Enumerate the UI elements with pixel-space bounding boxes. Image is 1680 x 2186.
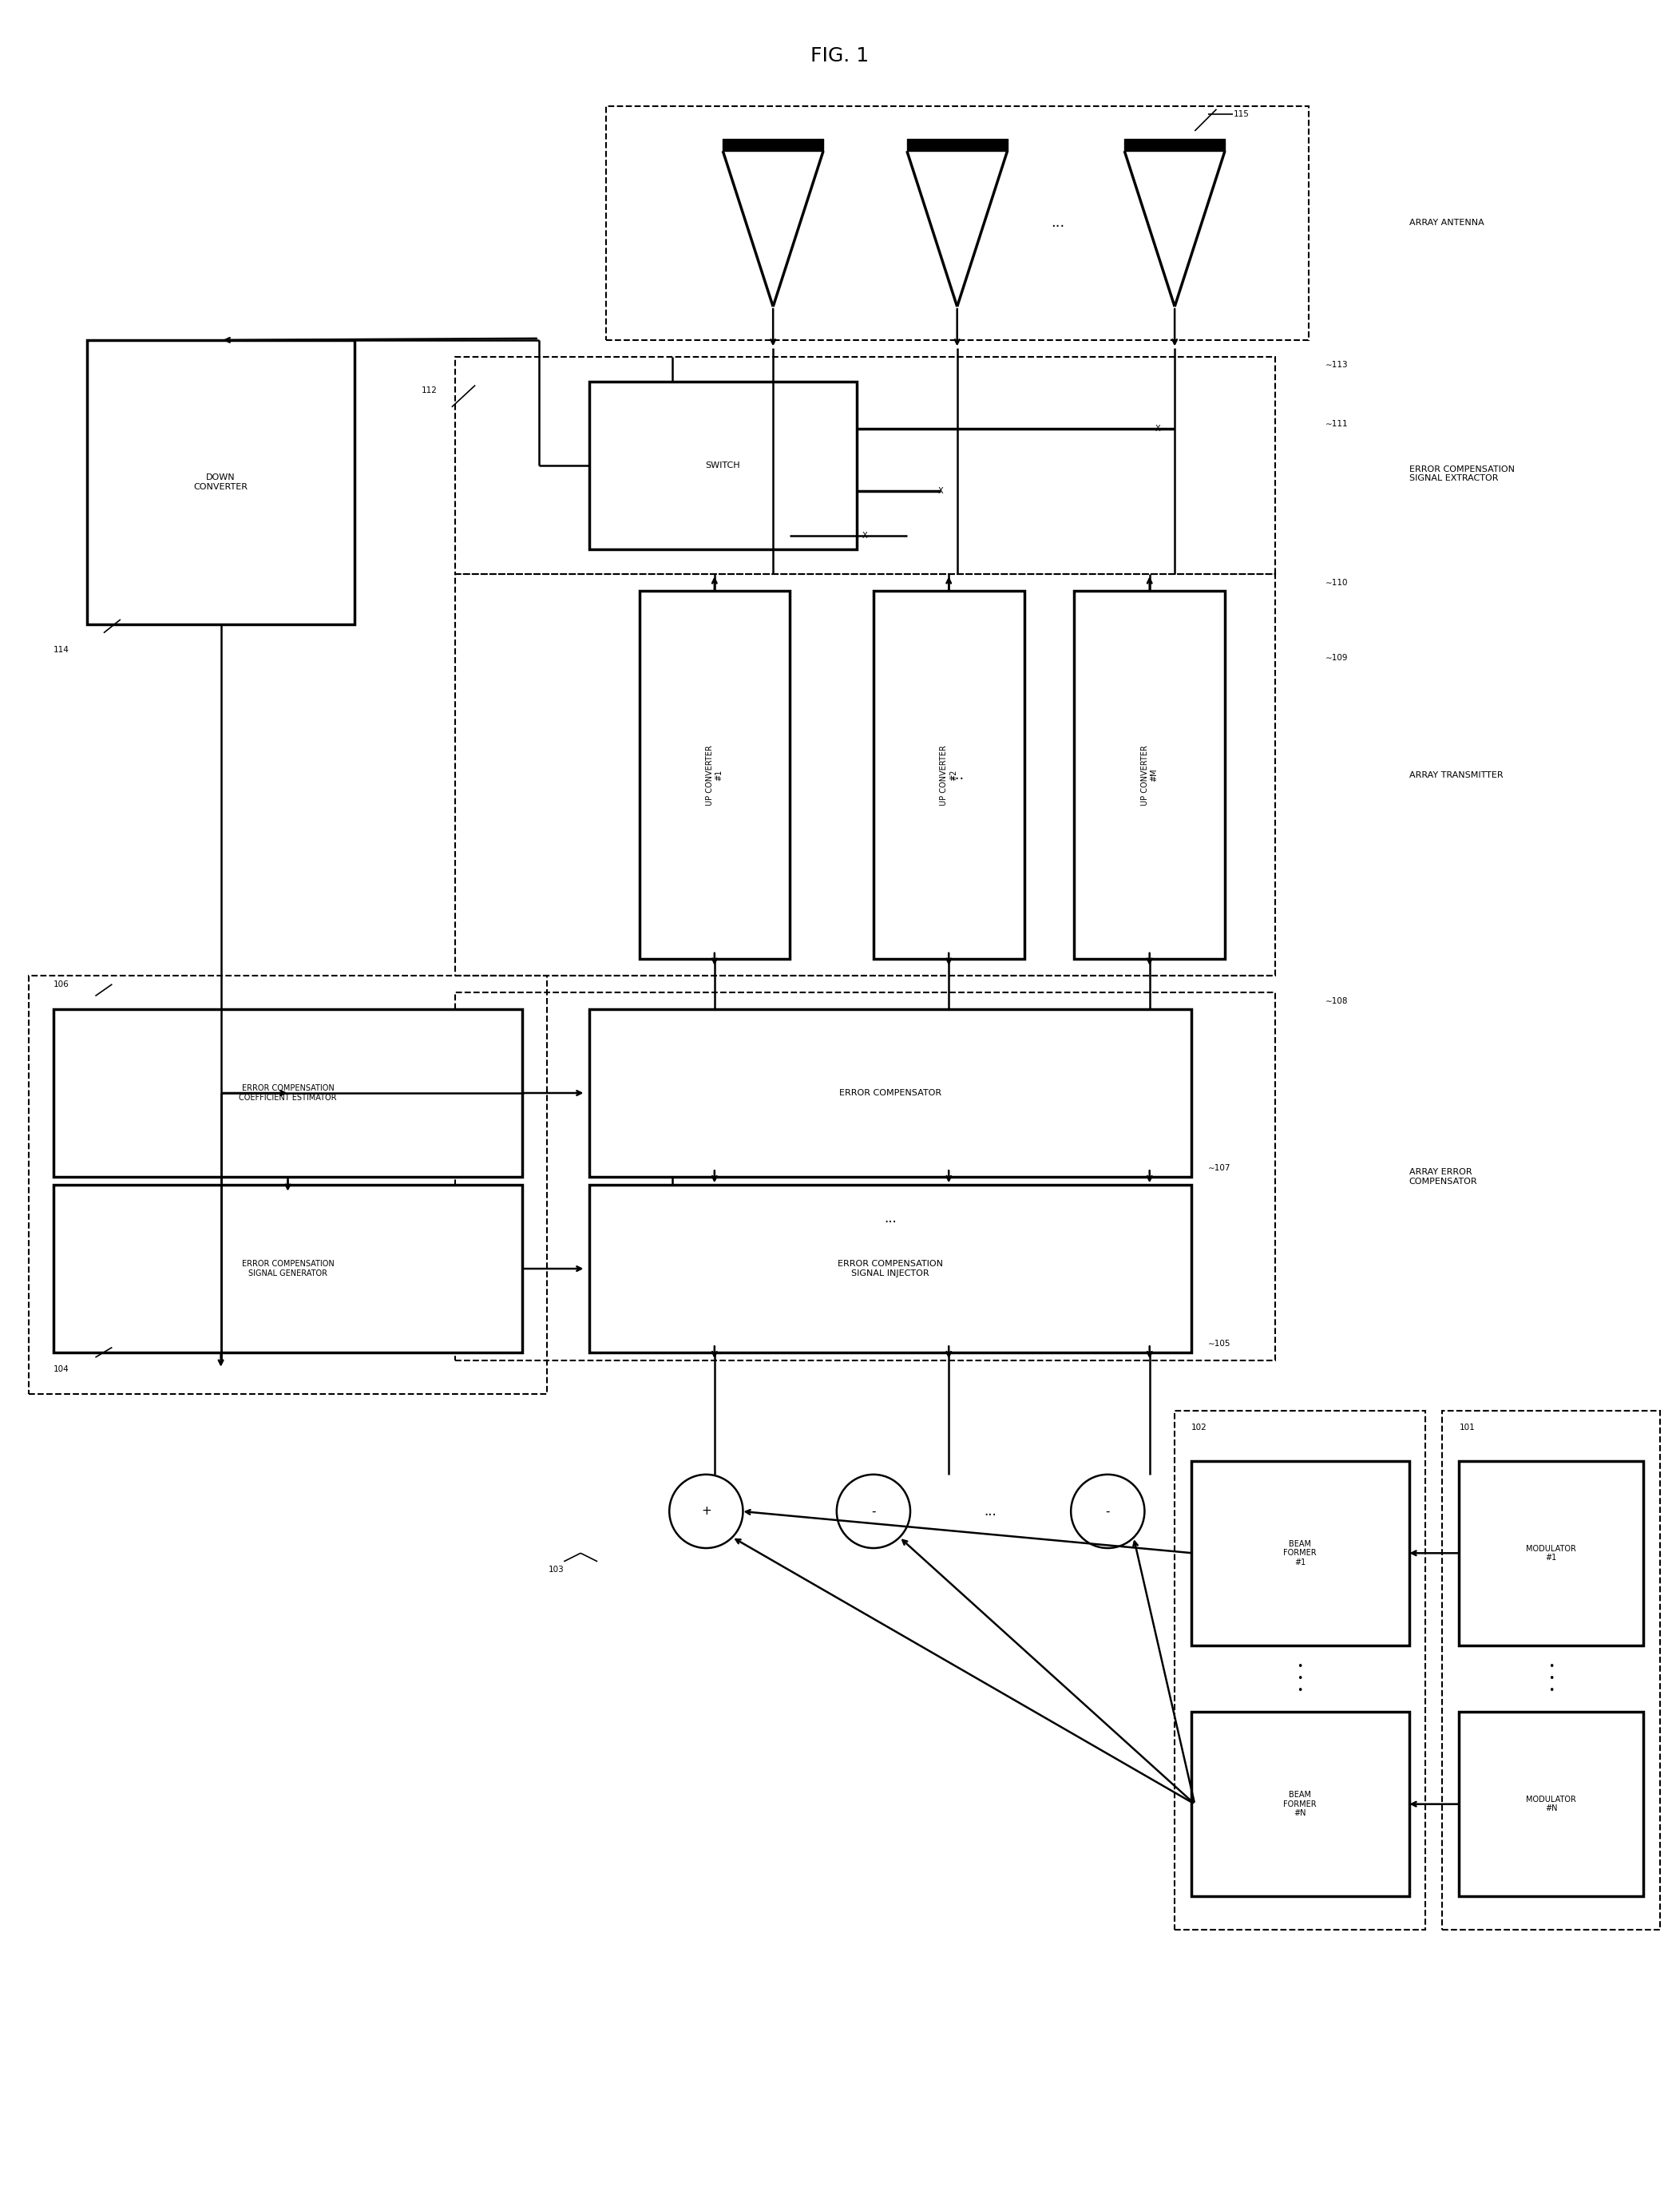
Text: ...: ... [984, 1504, 996, 1519]
FancyBboxPatch shape [1460, 1712, 1643, 1895]
FancyBboxPatch shape [590, 1010, 1191, 1176]
Text: SWITCH: SWITCH [706, 461, 741, 470]
Text: ...: ... [1050, 216, 1065, 230]
FancyBboxPatch shape [87, 341, 354, 625]
Text: ∼108: ∼108 [1326, 997, 1347, 1006]
Text: UP CONVERTER
#1: UP CONVERTER #1 [706, 745, 722, 804]
Text: ∼111: ∼111 [1326, 420, 1347, 428]
FancyBboxPatch shape [590, 1185, 1191, 1353]
Text: ...: ... [884, 1211, 897, 1226]
Text: 102: 102 [1191, 1423, 1208, 1432]
Text: •
•
•: • • • [1297, 1661, 1304, 1696]
Text: MODULATOR
#N: MODULATOR #N [1525, 1795, 1576, 1812]
Text: ERROR COMPENSATOR: ERROR COMPENSATOR [838, 1089, 941, 1097]
Text: DOWN
CONVERTER: DOWN CONVERTER [193, 474, 249, 492]
Text: ...: ... [951, 767, 964, 783]
FancyBboxPatch shape [1074, 590, 1225, 960]
Text: 103: 103 [548, 1565, 564, 1574]
Text: 106: 106 [54, 979, 69, 988]
Text: BEAM
FORMER
#N: BEAM FORMER #N [1284, 1790, 1317, 1817]
FancyBboxPatch shape [1460, 1460, 1643, 1646]
Text: +: + [701, 1506, 711, 1517]
Text: ∼109: ∼109 [1326, 654, 1347, 662]
Text: 114: 114 [54, 645, 69, 654]
Text: MODULATOR
#1: MODULATOR #1 [1525, 1546, 1576, 1561]
Text: UP CONVERTER
#2: UP CONVERTER #2 [941, 745, 958, 804]
FancyBboxPatch shape [874, 590, 1025, 960]
FancyBboxPatch shape [54, 1010, 522, 1176]
FancyBboxPatch shape [54, 1185, 522, 1353]
Text: -: - [1105, 1506, 1110, 1517]
Text: ∼113: ∼113 [1326, 361, 1347, 369]
Text: 112: 112 [422, 387, 437, 393]
Text: ∼110: ∼110 [1326, 579, 1347, 586]
Text: BEAM
FORMER
#1: BEAM FORMER #1 [1284, 1539, 1317, 1567]
Text: X: X [1156, 424, 1161, 433]
Text: ERROR COMPENSATION
SIGNAL EXTRACTOR: ERROR COMPENSATION SIGNAL EXTRACTOR [1410, 466, 1514, 483]
Text: FIG. 1: FIG. 1 [811, 46, 869, 66]
Text: -: - [872, 1506, 875, 1517]
Text: ERROR COMPENSATION
SIGNAL INJECTOR: ERROR COMPENSATION SIGNAL INJECTOR [838, 1259, 942, 1277]
FancyBboxPatch shape [638, 590, 790, 960]
FancyBboxPatch shape [590, 383, 857, 549]
Text: ARRAY ANTENNA: ARRAY ANTENNA [1410, 219, 1483, 227]
Text: ERROR COMPENSATION
SIGNAL GENERATOR: ERROR COMPENSATION SIGNAL GENERATOR [242, 1259, 334, 1277]
Text: UP CONVERTER
#M: UP CONVERTER #M [1141, 745, 1158, 804]
FancyBboxPatch shape [1191, 1712, 1410, 1895]
Text: 115: 115 [1233, 109, 1250, 118]
Text: X: X [937, 487, 942, 494]
Text: ∼105: ∼105 [1208, 1340, 1231, 1349]
Text: ERROR COMPENSATION
COEFFICIENT ESTIMATOR: ERROR COMPENSATION COEFFICIENT ESTIMATOR [239, 1084, 336, 1102]
Text: 101: 101 [1460, 1423, 1475, 1432]
Text: ∼107: ∼107 [1208, 1165, 1231, 1172]
Text: •
•
•: • • • [1549, 1661, 1554, 1696]
FancyBboxPatch shape [1191, 1460, 1410, 1646]
Text: 104: 104 [54, 1364, 69, 1373]
Text: ARRAY TRANSMITTER: ARRAY TRANSMITTER [1410, 772, 1504, 778]
Text: X: X [862, 531, 869, 540]
Text: ARRAY ERROR
COMPENSATOR: ARRAY ERROR COMPENSATOR [1410, 1167, 1477, 1185]
